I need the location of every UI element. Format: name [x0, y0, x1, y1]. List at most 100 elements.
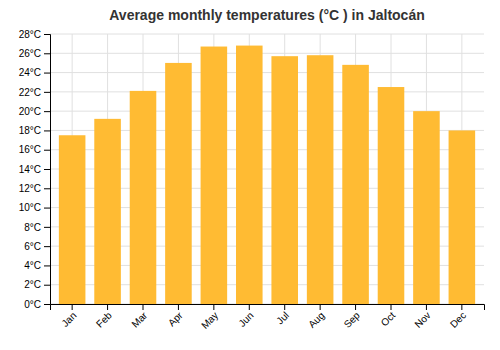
y-tick: 18°C — [19, 125, 50, 136]
grid-line-y — [50, 72, 484, 73]
bar — [342, 65, 369, 304]
chart: Jan Feb Mar Apr May Jun Jul Aug Sep Oct Nov Dec 0°C 2… — [0, 0, 500, 350]
plot-area — [59, 46, 475, 304]
x-tick: Jun — [236, 304, 255, 329]
bar — [413, 111, 440, 304]
x-tick-mark — [107, 304, 108, 310]
x-tick-label: Jul — [274, 310, 291, 327]
title: Average monthly temperatures (°C ) in Ja… — [109, 7, 425, 23]
bar — [130, 91, 157, 304]
x-tick-label: Feb — [94, 309, 114, 329]
y-tick-mark — [44, 53, 50, 54]
x-tick: May — [199, 304, 220, 331]
x-tick: Jul — [274, 304, 291, 326]
y-tick: 2°C — [24, 279, 50, 290]
grid-line-y — [50, 53, 484, 54]
y-tick: 0°C — [24, 299, 50, 310]
x-tick-label: Jun — [236, 310, 255, 329]
bar — [271, 56, 298, 304]
x-tick-mark — [72, 304, 73, 310]
x-tick: Oct — [379, 304, 398, 328]
x-tick: Apr — [166, 304, 185, 328]
bar — [94, 119, 121, 304]
bar — [201, 47, 228, 304]
y-tick: 26°C — [19, 48, 50, 59]
y-tick: 28°C — [19, 29, 50, 40]
bar — [449, 130, 476, 304]
x-tick-label: Nov — [412, 310, 432, 330]
y-tick-label: 8°C — [24, 222, 41, 233]
y-tick-mark — [44, 188, 50, 189]
bar — [378, 87, 405, 304]
y-tick: 10°C — [19, 202, 50, 213]
y-tick-mark — [44, 285, 50, 286]
x-tick-label: May — [199, 310, 220, 331]
y-tick-label: 18°C — [19, 125, 41, 136]
x-tick: Aug — [306, 304, 326, 330]
y-tick-mark — [44, 92, 50, 93]
x-tick-label: Mar — [129, 309, 149, 329]
y-tick-label: 28°C — [19, 29, 41, 40]
x-tick: Jan — [59, 304, 78, 329]
y-tick-label: 14°C — [19, 164, 41, 175]
grid-line-y — [50, 91, 484, 92]
chart-container: Jan Feb Mar Apr May Jun Jul Aug Sep Oct Nov Dec 0°C 2… — [0, 0, 500, 350]
x-axis: Jan Feb Mar Apr May Jun Jul Aug Sep Oct Nov Dec — [51, 304, 485, 331]
x-tick-mark — [355, 304, 356, 310]
x-tick-mark — [284, 304, 285, 310]
y-axis: 0°C 2°C 4°C 6°C 8°C 10°C 12°C 14°C 16°C 18°C 20°C 2… — [19, 29, 51, 310]
bar — [236, 46, 263, 304]
x-tick-label: Aug — [306, 310, 326, 330]
y-tick-mark — [44, 169, 50, 170]
x-axis-line — [51, 305, 485, 311]
x-tick: Feb — [94, 304, 114, 330]
x-tick-label: Jan — [59, 310, 78, 329]
y-tick-label: 10°C — [19, 202, 41, 213]
y-tick: 22°C — [19, 87, 50, 98]
y-tick: 4°C — [24, 260, 50, 271]
y-tick-label: 0°C — [24, 299, 41, 310]
y-tick-mark — [44, 130, 50, 131]
y-tick-label: 20°C — [19, 106, 41, 117]
x-tick-mark — [213, 304, 214, 310]
y-tick-label: 2°C — [24, 279, 41, 290]
y-axis-line — [44, 35, 51, 305]
y-tick: 12°C — [19, 183, 50, 194]
x-tick-mark — [249, 304, 250, 310]
y-tick: 24°C — [19, 67, 50, 78]
y-tick: 8°C — [24, 222, 50, 233]
x-tick-mark — [461, 304, 462, 310]
y-tick-mark — [44, 265, 50, 266]
y-tick-mark — [44, 111, 50, 112]
x-tick-mark — [143, 304, 144, 310]
x-tick: Mar — [129, 304, 149, 330]
y-tick-label: 12°C — [19, 183, 41, 194]
y-tick-mark — [44, 227, 50, 228]
x-tick-label: Dec — [448, 310, 468, 330]
y-tick-label: 4°C — [24, 260, 41, 271]
y-tick-mark — [44, 304, 50, 305]
grid — [50, 34, 484, 304]
bar — [307, 55, 334, 304]
y-tick-mark — [44, 150, 50, 151]
x-tick-label: Oct — [379, 310, 398, 329]
y-tick-mark — [44, 34, 50, 35]
y-tick-label: 22°C — [19, 87, 41, 98]
x-tick-mark — [426, 304, 427, 310]
bar — [59, 135, 86, 304]
x-tick-mark — [320, 304, 321, 310]
y-tick: 16°C — [19, 144, 50, 155]
x-tick: Sep — [342, 304, 363, 330]
bar — [165, 63, 192, 304]
x-tick-label: Sep — [342, 309, 363, 330]
y-tick-mark — [44, 73, 50, 74]
y-tick-label: 26°C — [19, 48, 41, 59]
y-tick-label: 6°C — [24, 241, 41, 252]
y-tick-label: 24°C — [19, 67, 41, 78]
y-tick: 14°C — [19, 164, 50, 175]
x-tick: Dec — [448, 304, 468, 330]
y-tick-label: 16°C — [19, 144, 41, 155]
y-tick-mark — [44, 208, 50, 209]
x-tick-mark — [178, 304, 179, 310]
x-tick-label: Apr — [166, 309, 185, 328]
